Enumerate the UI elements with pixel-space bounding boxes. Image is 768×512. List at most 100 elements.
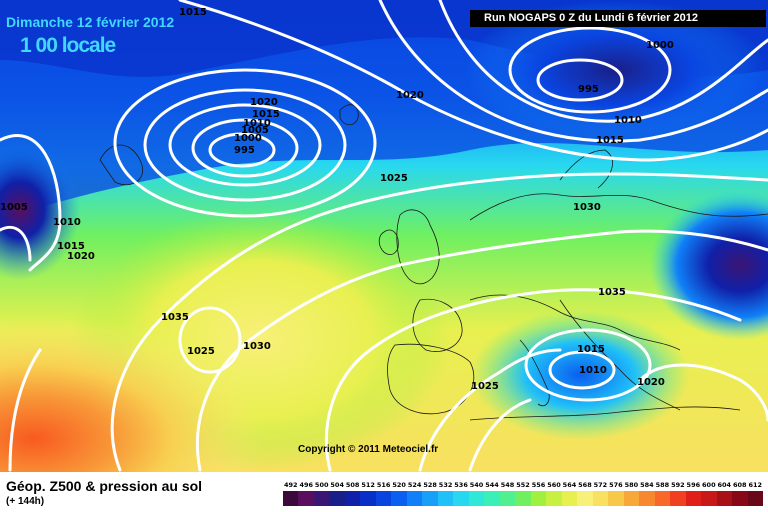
scale-swatch <box>716 491 733 506</box>
scale-swatch <box>360 491 376 506</box>
iso-995-b: 995 <box>234 145 255 156</box>
iso-1035-b: 1035 <box>598 287 626 298</box>
iso-1015-d: 1015 <box>57 241 85 252</box>
iso-1020-d: 1020 <box>637 377 665 388</box>
scale-label: 496 <box>299 481 314 489</box>
warm-air-zone <box>0 250 420 472</box>
scale-label: 576 <box>609 481 623 489</box>
scale-label: 524 <box>407 481 422 489</box>
scale-swatch <box>283 491 299 506</box>
scale-label: 596 <box>686 481 701 489</box>
scale-label: 568 <box>578 481 592 489</box>
scale-swatch <box>732 491 748 506</box>
scale-label: 584 <box>640 481 654 489</box>
scale-label: 572 <box>593 481 608 489</box>
scale-swatch <box>685 491 702 506</box>
scale-label: 548 <box>500 481 515 489</box>
iso-995-a: 995 <box>578 84 599 95</box>
scale-label: 556 <box>531 481 546 489</box>
map-title: Géop. Z500 & pression au sol <box>6 478 203 494</box>
scale-label: 600 <box>702 481 716 489</box>
scale-swatch <box>375 491 392 506</box>
iso-1030-a: 1030 <box>573 202 601 213</box>
scale-swatch <box>329 491 345 506</box>
scale-label: 588 <box>655 481 670 489</box>
scale-swatch <box>298 491 314 506</box>
scale-swatch <box>546 491 562 506</box>
scale-label: 504 <box>330 481 344 489</box>
scale-swatch <box>437 491 454 506</box>
isobar-labels: 1015 1000 995 1010 1015 1020 1020 1015 1… <box>0 7 674 392</box>
copyright-notice: Copyright © 2011 Meteociel.fr <box>298 444 439 455</box>
scale-swatch <box>608 491 624 506</box>
scale-label: 604 <box>717 481 732 489</box>
scale-label: 520 <box>392 481 406 489</box>
west-low-core <box>0 140 80 280</box>
isobars <box>0 0 768 470</box>
scale-swatch <box>592 491 609 506</box>
scale-label: 540 <box>469 481 484 489</box>
color-scale-labels: 492 496 500 504 508 512 516 520 524 528 532 536 540 5… <box>283 481 763 489</box>
iso-1015-e: 1015 <box>577 344 605 355</box>
forecast-date-title: Dimanche 12 février 2012 <box>6 14 175 30</box>
scale-swatch <box>670 491 686 506</box>
scale-label: 560 <box>547 481 561 489</box>
iso-1025-a: 1025 <box>380 173 408 184</box>
scale-label: 492 <box>283 481 298 489</box>
scale-label: 532 <box>438 481 453 489</box>
iso-1005-a: 1005 <box>241 125 269 136</box>
scale-label: 544 <box>485 481 499 489</box>
iso-1010-b: 1010 <box>243 118 271 129</box>
iso-1030-b: 1030 <box>243 341 271 352</box>
scale-label: 508 <box>345 481 360 489</box>
scale-label: 592 <box>671 481 685 489</box>
run-label: Run NOGAPS 0 Z du Lundi 6 février 2012 <box>470 10 766 27</box>
scale-label: 516 <box>376 481 391 489</box>
scale-swatch <box>639 491 655 506</box>
scale-swatch <box>391 491 407 506</box>
scale-label: 512 <box>361 481 375 489</box>
coastlines <box>99 104 768 421</box>
iso-1015-c: 1015 <box>252 109 280 120</box>
scale-label: 528 <box>423 481 437 489</box>
iso-1020-b: 1020 <box>250 97 278 108</box>
scale-label: 552 <box>516 481 530 489</box>
iso-1035-a: 1035 <box>161 312 189 323</box>
scale-swatch <box>453 491 469 506</box>
forecast-lead-time: (+ 144h) <box>6 496 45 507</box>
scale-swatch <box>313 491 330 506</box>
iso-1025-b: 1025 <box>187 346 215 357</box>
scale-swatch <box>577 491 593 506</box>
iso-1020-c: 1020 <box>67 251 95 262</box>
scale-label: 564 <box>562 481 577 489</box>
scale-swatch <box>623 491 640 506</box>
iso-1010-d: 1010 <box>579 365 607 376</box>
scale-swatch <box>422 491 438 506</box>
scale-swatch <box>515 491 531 506</box>
scale-label: 580 <box>624 481 639 489</box>
scale-label: 500 <box>314 481 329 489</box>
scale-swatch <box>530 491 547 506</box>
iso-1025-c: 1025 <box>471 381 499 392</box>
scale-swatch <box>561 491 578 506</box>
scale-label: 536 <box>454 481 468 489</box>
forecast-time-title: 1 00 locale <box>20 34 116 57</box>
scale-swatch <box>499 491 516 506</box>
iso-1015-a: 1015 <box>179 7 207 18</box>
scale-swatch <box>747 491 764 506</box>
iso-1020-a: 1020 <box>396 90 424 101</box>
iso-1015-b: 1015 <box>596 135 624 146</box>
iso-1005-b: 1005 <box>0 202 28 213</box>
color-scale-bar <box>283 491 764 506</box>
east-low-core <box>650 190 768 340</box>
iso-1000-b: 1000 <box>234 133 262 144</box>
scale-label: 608 <box>733 481 747 489</box>
scale-swatch <box>344 491 361 506</box>
scale-swatch <box>701 491 717 506</box>
scale-swatch <box>484 491 500 506</box>
iso-1010-a: 1010 <box>614 115 642 126</box>
scale-swatch <box>406 491 423 506</box>
iso-1000-a: 1000 <box>646 40 674 51</box>
scale-swatch <box>654 491 671 506</box>
